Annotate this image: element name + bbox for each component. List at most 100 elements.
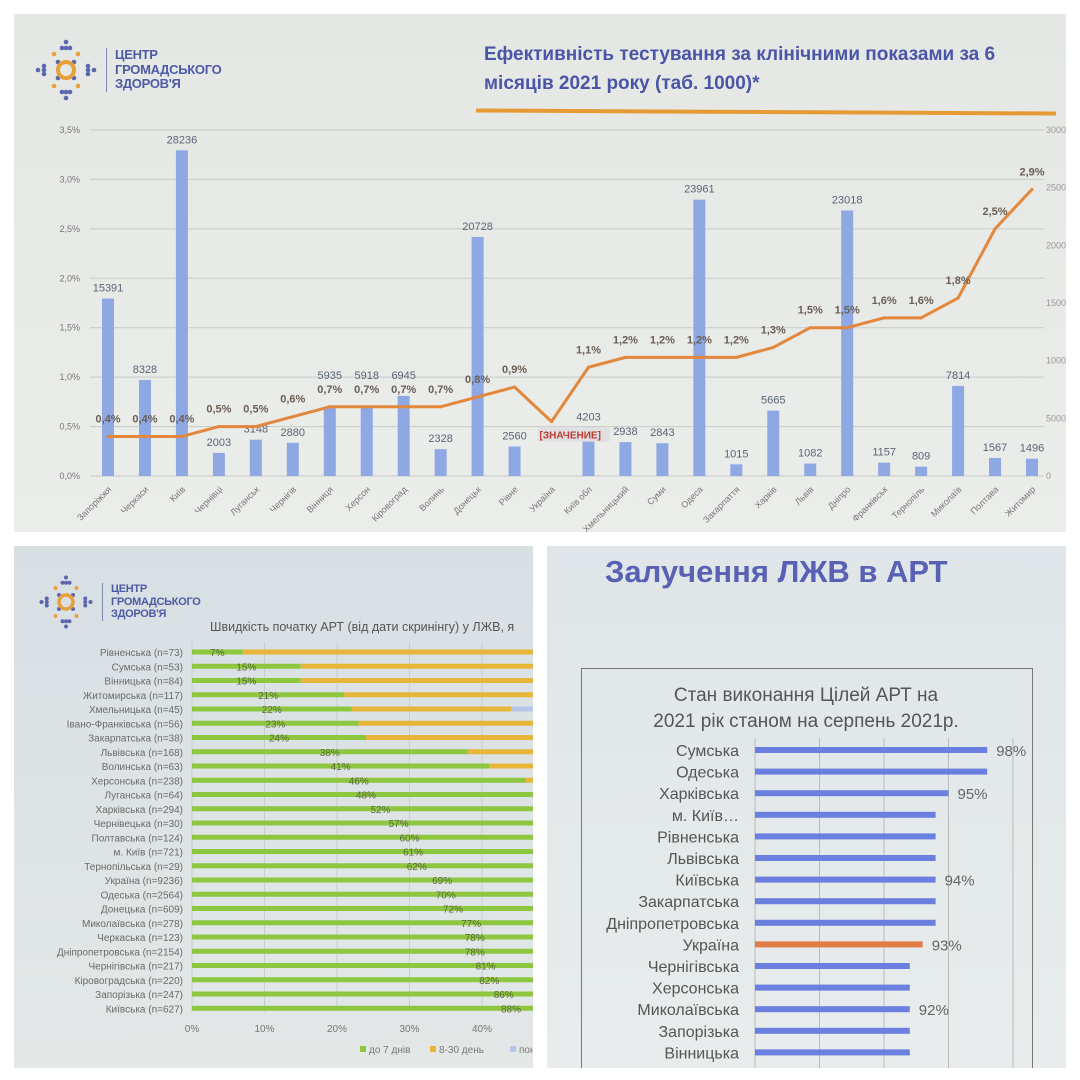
bar [360,407,373,476]
line-point [623,355,627,359]
value-label: 52% [370,805,390,816]
logo-dot [44,596,49,601]
category-label: Хмельницька (n=45) [89,705,183,716]
bar-value-label: 2560 [502,430,526,442]
logo-line-1: ЦЕНТР [115,46,158,62]
bar-green [192,649,243,655]
category-label: Україна (n=9236) [105,876,183,887]
bar-green [192,920,533,926]
chart-frame [581,668,1033,1068]
bar [1026,458,1038,476]
bar [915,466,928,476]
category-label: Дніпро [826,484,853,511]
bar [755,984,910,991]
bar [804,463,817,476]
logo-dot [74,585,79,591]
line-value-label: 1,6% [909,295,934,307]
category-label: Одеса [679,484,705,510]
left-axis-tick: 0,5% [59,422,80,432]
logo-dot [85,63,91,69]
value-label: 60% [399,833,419,844]
bar-value-label: 4203 [576,412,600,424]
logo-text: ЦЕНТР ГРОМАДСЬКОГО ЗДОРОВ'Я [102,583,201,621]
category-label: Харків [753,484,779,510]
line-point [919,316,923,320]
x-axis-tick: 30% [399,1024,419,1035]
category-label: м. Київ (n=721) [114,848,183,859]
bar-amber [358,720,533,726]
line-point [882,316,886,320]
bar-value-label: 23018 [832,195,863,207]
category-label: Київська (n=627) [106,1004,183,1015]
line-value-label: 1,5% [798,305,823,317]
line-point [217,425,221,429]
category-label: Запорізька (n=247) [95,990,183,1001]
category-label: Чернігівська (n=217) [89,962,184,973]
bar [102,298,114,476]
category-label: Харківська [659,786,739,803]
category-label: Закарпатська [638,894,739,911]
logo-dot [63,89,69,95]
category-label: Полтавська (n=124) [92,833,183,844]
line-value-label: 1,2% [687,334,712,346]
bar-green [192,777,526,783]
legend-label: до 7 днів [369,1045,410,1056]
logo-dot [44,599,49,605]
data-label-box [537,427,610,442]
line-value-label: 0,9% [502,364,527,376]
value-label: 92% [919,1002,949,1019]
line-point [734,355,738,359]
logo-line-3: ЗДОРОВ'Я [111,608,167,621]
logo-dot [60,580,65,585]
legend-swatch [360,1046,366,1052]
bar [755,833,936,840]
logo-dot [63,624,69,629]
line-value-label: 0,5% [243,404,268,416]
line-point [439,405,443,409]
x-axis-tick: 10% [254,1024,274,1035]
logo-text: ЦЕНТР ГРОМАДСЬКОГО ЗДОРОВ'Я [106,46,222,93]
value-label: 70% [436,890,456,901]
value-label: 15% [236,662,256,673]
category-label: Миколаївська [637,1002,739,1019]
line-point [476,395,480,399]
slide-title: Ефективність тестування за клінічними по… [484,44,996,94]
logo-dots-icon [39,575,93,629]
logo-ring [56,60,76,80]
bar [767,410,780,476]
logo-ring [57,593,75,611]
value-label: 21% [258,691,278,702]
bar-value-label: 28236 [167,134,198,146]
logo: ЦЕНТР ГРОМАДСЬКОГО ЗДОРОВ'Я [38,574,201,630]
category-label: Кіровоградська (n=220) [75,976,183,987]
left-axis-tick: 3,0% [59,174,80,184]
logo-dot [35,67,41,73]
value-label: 46% [349,776,369,787]
category-label: Тернопільська (n=29) [84,862,183,873]
bar [175,150,188,477]
category-label: Чернігів [268,484,299,515]
efficiency-line [108,188,1034,438]
category-label: Миколаїв [929,484,964,519]
bar-green [192,991,533,997]
category-label: Херсонська [652,981,739,998]
category-label: Сумська [676,743,739,760]
value-label: 86% [494,990,514,1001]
value-label: 94% [945,873,975,890]
logo-line-2: ГРОМАДСЬКОГО [115,61,222,77]
bar-green [192,735,366,740]
bar [249,439,262,476]
x-axis-tick: 40% [472,1024,492,1035]
right-axis-tick: 5000 [1046,413,1066,423]
bar [989,457,1002,476]
logo-dot [63,95,69,101]
line-value-label: 0,6% [280,394,305,406]
slide-title: Залучення ЛЖВ в АРТ [605,554,948,589]
art-start-speed-slide: ЦЕНТР ГРОМАДСЬКОГО ЗДОРОВ'Я Швидкість по… [14,546,533,1068]
category-label: Донецьк [451,484,483,516]
bar-green [192,834,533,840]
logo-dot [85,71,91,77]
bar-value-label: 2843 [650,427,674,439]
value-label: 38% [320,748,340,759]
category-label: Волинь [417,484,446,513]
